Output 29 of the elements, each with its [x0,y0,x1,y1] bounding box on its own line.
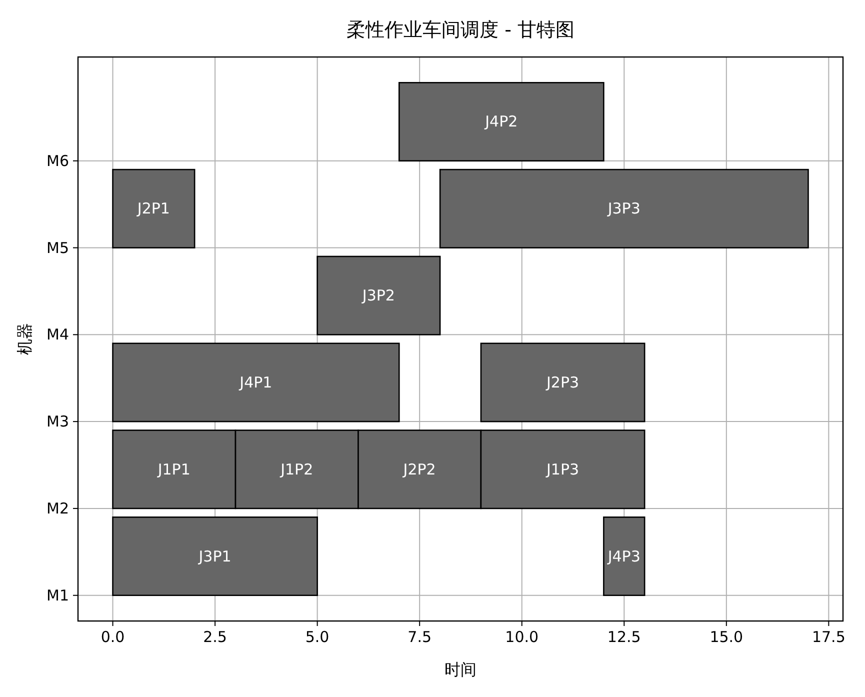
y-tick-label: M3 [46,412,69,431]
y-tick-label: M4 [46,326,69,344]
x-tick-label: 15.0 [710,628,744,646]
series-label: J2P3 [545,373,580,392]
y-axis-title: 机器 [15,323,34,355]
y-tick-label: M1 [46,586,69,604]
x-axis-title: 时间 [444,660,476,679]
series-label: J3P1 [198,547,232,566]
x-tick-label: 5.0 [305,628,330,646]
series-label: J1P1 [156,460,190,478]
series-label: J3P3 [606,200,640,218]
series-label: J4P1 [238,373,272,392]
series-label: J4P2 [484,112,518,131]
x-tick-label: 10.0 [505,628,539,646]
x-tick-label: 17.5 [812,628,846,646]
series-label: J3P2 [361,286,395,305]
x-tick-label: 2.5 [203,628,227,646]
y-tick-label: M5 [46,238,69,257]
x-tick-label: 7.5 [408,628,432,646]
series-label: J2P2 [402,460,436,478]
chart-title: 柔性作业车间调度 - 甘特图 [346,19,574,41]
x-tick-label: 0.0 [100,628,125,646]
series-label: J1P3 [545,460,580,478]
series-label: J4P3 [606,547,640,566]
x-tick-label: 12.5 [607,628,641,646]
series-label: J1P2 [280,460,314,478]
series-label: J2P1 [136,200,170,218]
y-tick-label: M6 [46,152,69,170]
y-tick-label: M2 [46,499,69,518]
